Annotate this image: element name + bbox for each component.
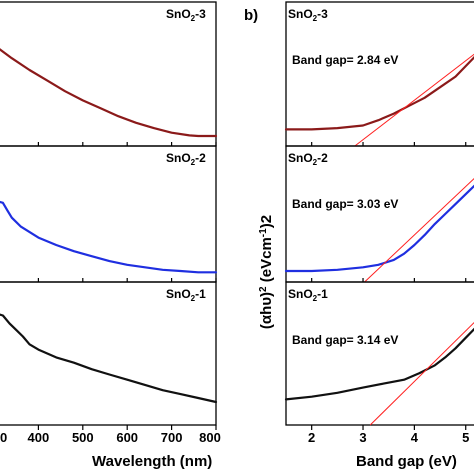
sample-label: SnO2-2 bbox=[166, 151, 206, 167]
sample-label: SnO2-3 bbox=[166, 7, 206, 23]
sample-label: SnO2-2 bbox=[288, 151, 328, 167]
sample-label-tail: -3 bbox=[317, 7, 328, 21]
subplot-frame bbox=[0, 281, 217, 426]
y-axis-title-tauc: (αhυ)2 (eVcm-1)2 bbox=[258, 215, 275, 329]
series-line-sno2-1 bbox=[284, 327, 474, 401]
band-gap-annotation: Band gap= 3.14 eV bbox=[292, 333, 398, 347]
y-title-post: )2 bbox=[258, 215, 275, 228]
y-title-sup2: -1 bbox=[258, 228, 269, 237]
y-title-mid: (eVcm bbox=[258, 237, 275, 286]
series-line-sno2-2 bbox=[284, 184, 474, 273]
x-tick-label: 5 bbox=[462, 430, 469, 445]
x-tick-label: 600 bbox=[116, 430, 138, 445]
band-gap-annotation: Band gap= 3.03 eV bbox=[292, 197, 398, 211]
subplot-frame bbox=[285, 281, 474, 426]
subplot-frame bbox=[285, 1, 474, 147]
sample-label-tail: -3 bbox=[195, 7, 206, 21]
sample-label-subscript: 2 bbox=[191, 158, 196, 167]
sample-label-main: SnO bbox=[166, 151, 191, 165]
x-axis-title-band-gap: Band gap (eV) bbox=[356, 453, 457, 470]
x-tick-label: 700 bbox=[161, 430, 183, 445]
sample-label: SnO2-1 bbox=[166, 287, 206, 303]
subplot-sno2-3: SnO2-3 bbox=[0, 1, 218, 147]
y-title-sup1: 2 bbox=[258, 286, 269, 292]
tauc-fit-line bbox=[354, 53, 474, 147]
sample-label-tail: -2 bbox=[195, 151, 206, 165]
band-gap-annotation: Band gap= 2.84 eV bbox=[292, 53, 398, 67]
sample-label-subscript: 2 bbox=[313, 14, 318, 23]
series-line-sno2-2 bbox=[0, 200, 218, 274]
x-tick-label: 3 bbox=[359, 430, 366, 445]
x-tick-label: 500 bbox=[72, 430, 94, 445]
x-tick-label: 00 bbox=[0, 430, 7, 445]
y-title-pre: (αhυ) bbox=[258, 292, 275, 329]
sample-label-main: SnO bbox=[288, 287, 313, 301]
subplot-sno2-2: SnO2-2 Band gap= 3.03 eV bbox=[284, 145, 474, 283]
subplot-sno2-1: SnO2-1 Band gap= 3.14 eV bbox=[284, 281, 474, 426]
subplot-sno2-1: SnO2-1 bbox=[0, 281, 218, 426]
subplot-sno2-2: SnO2-2 bbox=[0, 145, 218, 283]
sample-label-tail: -1 bbox=[317, 287, 328, 301]
x-tick-label: 2 bbox=[308, 430, 315, 445]
sample-label-main: SnO bbox=[166, 7, 191, 21]
x-tick-label: 400 bbox=[28, 430, 50, 445]
series-line-sno2-1 bbox=[0, 313, 218, 404]
sample-label: SnO2-3 bbox=[288, 7, 328, 23]
x-tick-label: 4 bbox=[411, 430, 419, 445]
sample-label-tail: -1 bbox=[195, 287, 206, 301]
sample-label: SnO2-1 bbox=[288, 287, 328, 303]
sample-label-subscript: 2 bbox=[313, 158, 318, 167]
sample-label-tail: -2 bbox=[317, 151, 328, 165]
x-axis-title-wavelength: Wavelength (nm) bbox=[92, 453, 212, 470]
sample-label-subscript: 2 bbox=[191, 294, 196, 303]
sample-label-main: SnO bbox=[166, 287, 191, 301]
series-line-sno2-3 bbox=[0, 48, 218, 138]
x-tick-label: 800 bbox=[199, 430, 221, 445]
subplot-frame bbox=[0, 1, 217, 147]
sample-label-subscript: 2 bbox=[313, 294, 318, 303]
sample-label-main: SnO bbox=[288, 7, 313, 21]
sample-label-main: SnO bbox=[288, 151, 313, 165]
subplot-sno2-3: SnO2-3 Band gap= 2.84 eV bbox=[284, 1, 474, 147]
sample-label-subscript: 2 bbox=[191, 14, 196, 23]
tauc-fit-line bbox=[364, 178, 474, 283]
panel-letter-b: b) bbox=[244, 7, 258, 24]
tauc-fit-line bbox=[369, 322, 474, 426]
